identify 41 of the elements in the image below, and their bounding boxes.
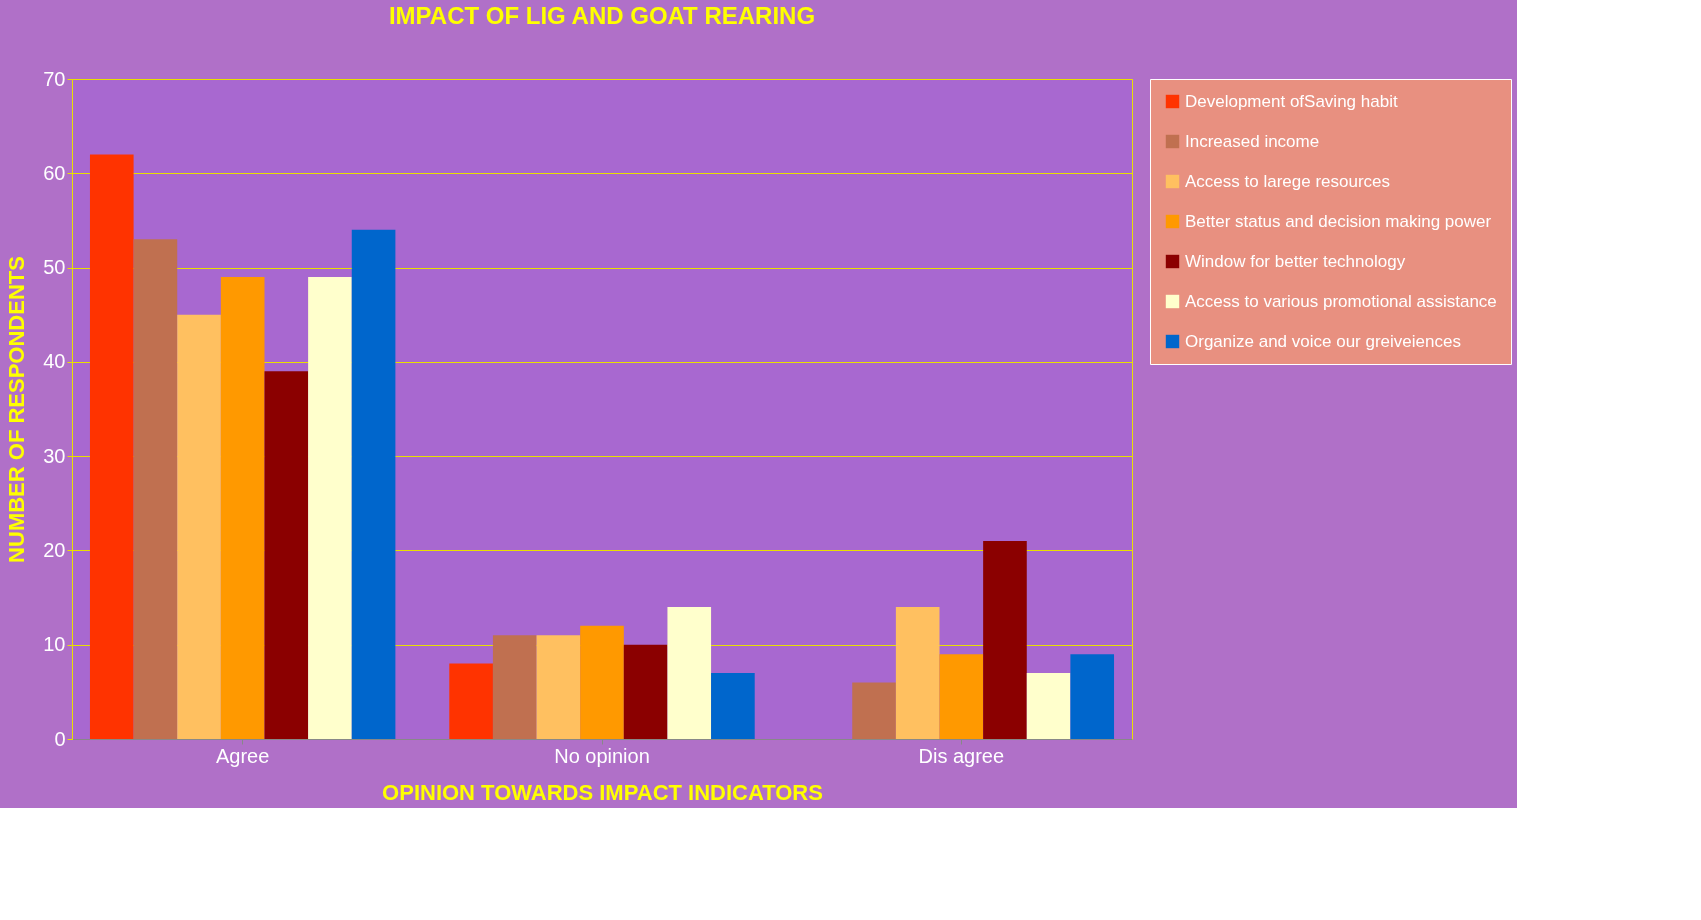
- y-tick-label: 0: [54, 727, 66, 750]
- y-axis-title: NUMBER OF RESPONDENTS: [4, 256, 30, 563]
- bar: [133, 239, 178, 739]
- bar: [536, 635, 581, 739]
- x-axis-title: OPINION TOWARDS IMPACT INDICATORS: [382, 779, 823, 805]
- bar: [983, 541, 1027, 739]
- y-tick-label: 50: [43, 256, 66, 279]
- legend-label: Access to larege resources: [1185, 171, 1391, 191]
- y-tick-label: 40: [43, 350, 66, 373]
- y-tick-label: 10: [43, 633, 66, 656]
- bar: [711, 673, 755, 739]
- bar: [852, 682, 896, 739]
- legend-label: Increased income: [1185, 131, 1320, 151]
- legend-label: Better status and decision making power: [1185, 211, 1492, 231]
- bar: [492, 635, 537, 739]
- bar: [667, 607, 712, 739]
- y-tick-label: 70: [43, 67, 66, 90]
- bar: [308, 277, 352, 739]
- bar: [939, 654, 984, 739]
- x-tick-label: Dis agree: [918, 744, 1005, 767]
- bar: [177, 314, 221, 739]
- legend-label: Development ofSaving habit: [1185, 91, 1398, 111]
- bar: [220, 277, 265, 739]
- bar: [89, 154, 134, 739]
- chart-title: IMPACT OF LIG AND GOAT REARING: [388, 2, 816, 29]
- bar: [580, 625, 624, 739]
- bar: [623, 644, 668, 739]
- bar: [264, 371, 309, 739]
- bar: [351, 229, 396, 739]
- y-tick-label: 30: [43, 444, 66, 467]
- bar: [1070, 654, 1115, 739]
- x-tick-label: No opinion: [554, 744, 650, 767]
- bar: [449, 663, 493, 739]
- bar: [895, 607, 940, 739]
- legend-label: Window for better technology: [1185, 251, 1406, 271]
- legend-label: Organize and voice our greiveiences: [1185, 331, 1461, 351]
- y-tick-label: 60: [43, 161, 66, 184]
- legend-label: Access to various promotional assistance: [1185, 291, 1497, 311]
- y-tick-label: 20: [43, 538, 66, 561]
- bar: [1026, 673, 1071, 739]
- x-tick-label: Agree: [215, 744, 270, 767]
